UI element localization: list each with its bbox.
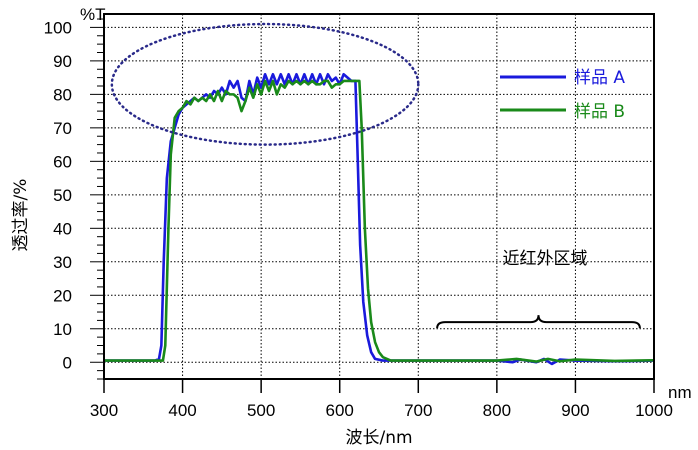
highlight-ellipse xyxy=(110,22,420,146)
x-tick-label: 800 xyxy=(483,401,511,420)
series-line-a xyxy=(104,72,655,366)
y-tick-label: 70 xyxy=(53,119,72,138)
x-tick-label: 400 xyxy=(168,401,196,420)
series-lines xyxy=(104,72,655,366)
axes: 300 400 500 600 700 800 900 1000 0 10 20 30 40 50 60 70… xyxy=(44,18,673,420)
y-tick-label: 60 xyxy=(53,152,72,171)
x-tick-label: 500 xyxy=(247,401,275,420)
x-tick-label: 900 xyxy=(561,401,589,420)
legend: 样品 A 样品 B xyxy=(500,68,625,122)
y-axis-title: 透过率/% xyxy=(11,179,31,252)
grid xyxy=(104,14,654,379)
nir-brace xyxy=(436,315,641,329)
x-tick-label: 1000 xyxy=(635,401,673,420)
y-tick-label: 80 xyxy=(53,85,72,104)
annotations xyxy=(110,22,641,329)
y-unit-label: %T xyxy=(80,5,106,24)
y-tick-label: 40 xyxy=(53,219,72,238)
y-tick-label: 90 xyxy=(53,52,72,71)
y-tick-label: 0 xyxy=(63,353,72,372)
x-axis-title: 波长/nm xyxy=(345,428,412,448)
y-tick-label: 100 xyxy=(44,18,72,37)
legend-label-a: 样品 A xyxy=(574,68,625,88)
x-unit-label: nm xyxy=(668,383,692,402)
plot-frame xyxy=(103,13,655,380)
series-line-b xyxy=(104,79,655,363)
legend-label-b: 样品 B xyxy=(574,102,625,122)
y-tick-label: 50 xyxy=(53,186,72,205)
x-tick-label: 700 xyxy=(404,401,432,420)
y-tick-label: 10 xyxy=(53,320,72,339)
y-tick-label: 30 xyxy=(53,253,72,272)
y-tick-label: 20 xyxy=(53,286,72,305)
nir-region-label: 近红外区域 xyxy=(503,249,588,269)
x-tick-label: 600 xyxy=(326,401,354,420)
x-tick-label: 300 xyxy=(90,401,118,420)
